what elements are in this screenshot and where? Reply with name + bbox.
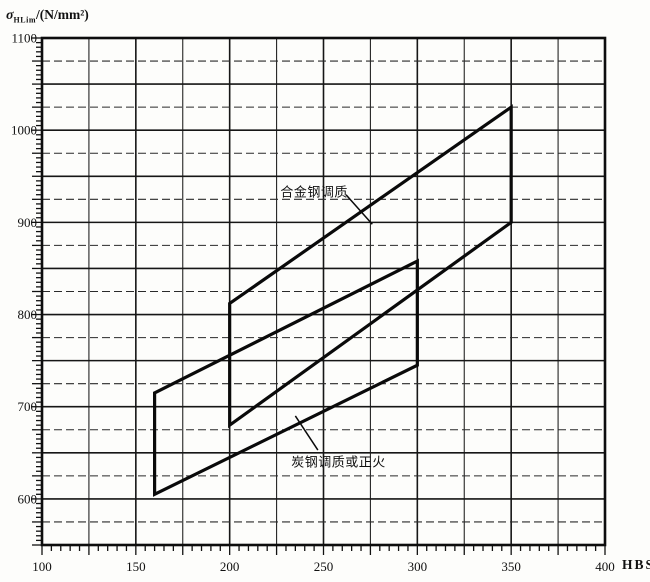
- y-axis-title: σHLim/(N/mm²): [6, 7, 89, 25]
- x-tick-label: 100: [32, 559, 52, 574]
- x-tick-label: 300: [408, 559, 428, 574]
- material-band: [153, 258, 419, 497]
- chart-frame: [40, 36, 607, 547]
- x-tick-label: 400: [595, 559, 615, 574]
- y-tick-label: 600: [18, 491, 38, 506]
- y-tick-label: 1000: [11, 123, 37, 138]
- leader-line: [294, 415, 319, 451]
- tick-labels: 100 150 200 250 300 350 400 1100 1000 900 800 700 60…: [11, 31, 615, 575]
- y-axis-units: /(N/mm²): [36, 7, 89, 22]
- plot-frame: [40, 36, 607, 547]
- y-tick-label: 1100: [11, 31, 37, 46]
- y-tick-label: 700: [18, 399, 38, 414]
- axis-ticks: [32, 37, 606, 555]
- region-label: 炭钢调质或正火: [291, 455, 386, 470]
- x-tick-label: 150: [126, 559, 146, 574]
- leader-line: [345, 194, 373, 225]
- material-band: [228, 104, 513, 429]
- material-bands: [153, 104, 513, 497]
- y-tick-label: 800: [18, 307, 38, 322]
- x-tick-label: 200: [220, 559, 240, 574]
- y-axis-subscript: HLim: [13, 15, 36, 25]
- x-tick-label: 350: [501, 559, 521, 574]
- x-tick-label: 250: [314, 559, 334, 574]
- y-tick-label: 900: [18, 215, 38, 230]
- sigma-symbol: σ: [6, 8, 14, 23]
- region-label: 合金钢调质: [280, 184, 348, 199]
- x-axis-title: HBS: [622, 557, 650, 572]
